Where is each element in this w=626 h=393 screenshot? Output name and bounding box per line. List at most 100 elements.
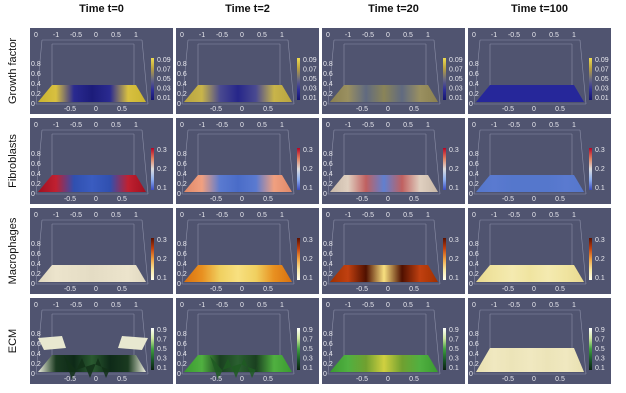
axis-tick-label: 0.5 (111, 302, 121, 309)
surface (38, 265, 146, 282)
axis-tick-label: 0.8 (469, 151, 479, 158)
axis-tick-label: 1 (134, 302, 138, 309)
axis-tick-label: 0.2 (323, 271, 333, 278)
axis-tick-label: 0.6 (469, 71, 479, 78)
axis-tick-label: 0 (94, 196, 98, 203)
axis-tick-label: -0.5 (216, 32, 228, 39)
axis-tick-label: -0.5 (216, 122, 228, 129)
colorbar-tick-label: 0.03 (595, 85, 609, 92)
axis-tick-label: 0.4 (31, 351, 41, 358)
axis-tick-label: 0.8 (323, 331, 333, 338)
axis-tick-label: 1 (572, 302, 576, 309)
axis-tick-label: 0.6 (177, 161, 187, 168)
colorbar-tick-label: 0.3 (157, 147, 167, 154)
colorbar-tick-label: 0.9 (595, 327, 605, 334)
axis-tick-label: 0 (177, 371, 181, 378)
colorbar-tick-label: 0.7 (595, 336, 605, 343)
axis-box (35, 129, 43, 195)
axis-tick-label: 0.2 (469, 361, 479, 368)
panel: 0 -1 -0.5 0 0.5 1 0.8 0.6 0.4 0.2 0 -0.5 0 0.5 0.09 0.0… (322, 28, 465, 114)
axis-tick-label: 0.5 (555, 196, 565, 203)
axis-tick-label: 0 (240, 106, 244, 113)
colorbar-tick-label: 0.2 (157, 166, 167, 173)
axis-box (181, 309, 189, 375)
axis-box (579, 309, 587, 375)
axis-tick-label: 0 (532, 302, 536, 309)
axis-tick-label: -0.5 (362, 212, 374, 219)
colorbar-tick-label: 0.1 (449, 365, 459, 372)
colorbar-tick-label: 0.5 (449, 346, 459, 353)
axis-tick-label: 0.8 (31, 331, 41, 338)
axis-tick-label: 0.6 (469, 161, 479, 168)
axis-box (287, 129, 295, 195)
axis-tick-label: 0 (386, 106, 390, 113)
axis-tick-label: 0.8 (177, 331, 187, 338)
colorbar-tick-label: 0.09 (595, 57, 609, 64)
axis-tick-label: 0 (532, 196, 536, 203)
axis-tick-label: 0.2 (469, 181, 479, 188)
colorbar (297, 58, 300, 100)
axis-box (473, 39, 481, 105)
axis-tick-label: 0.5 (117, 196, 127, 203)
axis-tick-label: 0.5 (549, 212, 559, 219)
axis-tick-label: -0.5 (70, 32, 82, 39)
axis-tick-label: 0.5 (111, 212, 121, 219)
axis-box (327, 309, 335, 375)
colorbar (151, 58, 154, 100)
colorbar-tick-label: 0.3 (449, 147, 459, 154)
colorbar-tick-label: 0.07 (449, 66, 463, 73)
axis-box (473, 309, 481, 375)
axis-tick-label: -1 (345, 302, 351, 309)
column-title: Time t=20 (368, 3, 419, 15)
axis-tick-label: 0.8 (323, 241, 333, 248)
colorbar (443, 328, 446, 370)
axis-tick-label: 1 (572, 212, 576, 219)
axis-tick-label: 0 (532, 212, 536, 219)
axis-tick-label: 1 (426, 122, 430, 129)
panel: 0 -1 -0.5 0 0.5 1 0.8 0.6 0.4 0.2 0 -0.5 0 0.5 0.3 0.2 0… (30, 208, 173, 294)
panel: 0 -1 -0.5 0 0.5 1 0.8 0.6 0.4 0.2 0 -0.5 0 0.5 0.09 0.0… (468, 28, 611, 114)
axis-tick-label: 0 (31, 281, 35, 288)
axis-tick-label: -0.5 (502, 376, 514, 383)
colorbar-tick-label: 0.1 (157, 275, 167, 282)
axis-tick-label: 0 (31, 101, 35, 108)
axis-box (327, 39, 335, 105)
axis-tick-label: -1 (199, 212, 205, 219)
colorbar (443, 238, 446, 280)
axis-tick-label: 0.5 (403, 32, 413, 39)
axis-tick-label: 0.5 (263, 106, 273, 113)
axis-tick-label: 1 (134, 32, 138, 39)
axis-tick-label: -0.5 (356, 196, 368, 203)
axis-box (579, 129, 587, 195)
axis-box (141, 39, 149, 105)
axis-box (327, 219, 335, 285)
axis-tick-label: 0 (386, 376, 390, 383)
axis-tick-label: 0 (94, 32, 98, 39)
surface (476, 85, 584, 102)
axis-tick-label: 0.5 (257, 302, 267, 309)
axis-tick-label: 0 (472, 32, 476, 39)
surface (38, 85, 146, 102)
panel: 0 -1 -0.5 0 0.5 1 0.8 0.6 0.4 0.2 0 -0.5 0 0.5 0.09 0.0… (176, 28, 319, 114)
axis-tick-label: -0.5 (64, 196, 76, 203)
axis-tick-label: 1 (426, 212, 430, 219)
axis-box (287, 219, 295, 285)
colorbar-tick-label: 0.3 (595, 147, 605, 154)
axis-box (35, 39, 43, 105)
panel: 0 -1 -0.5 0 0.5 1 0.8 0.6 0.4 0.2 0 -0.5 0 0.5 0.9 0.7 0… (30, 298, 173, 384)
axis-tick-label: 0.6 (469, 251, 479, 258)
axis-tick-label: 0 (180, 32, 184, 39)
panel: 0 -1 -0.5 0 0.5 1 0.8 0.6 0.4 0.2 0 -0.5 0 0.5 0.3 0.2 0… (176, 208, 319, 294)
axis-tick-label: 0 (326, 212, 330, 219)
axis-tick-label: -0.5 (64, 376, 76, 383)
axis-tick-label: 0 (386, 122, 390, 129)
axis-tick-label: 0 (469, 281, 473, 288)
axis-tick-label: 0.8 (31, 241, 41, 248)
axis-tick-label: -0.5 (362, 122, 374, 129)
colorbar (589, 238, 592, 280)
axis-tick-label: 0 (180, 122, 184, 129)
colorbar-tick-label: 0.03 (449, 85, 463, 92)
axis-tick-label: 0 (532, 286, 536, 293)
axis-tick-label: 0 (386, 196, 390, 203)
colorbar-tick-label: 0.03 (303, 85, 317, 92)
